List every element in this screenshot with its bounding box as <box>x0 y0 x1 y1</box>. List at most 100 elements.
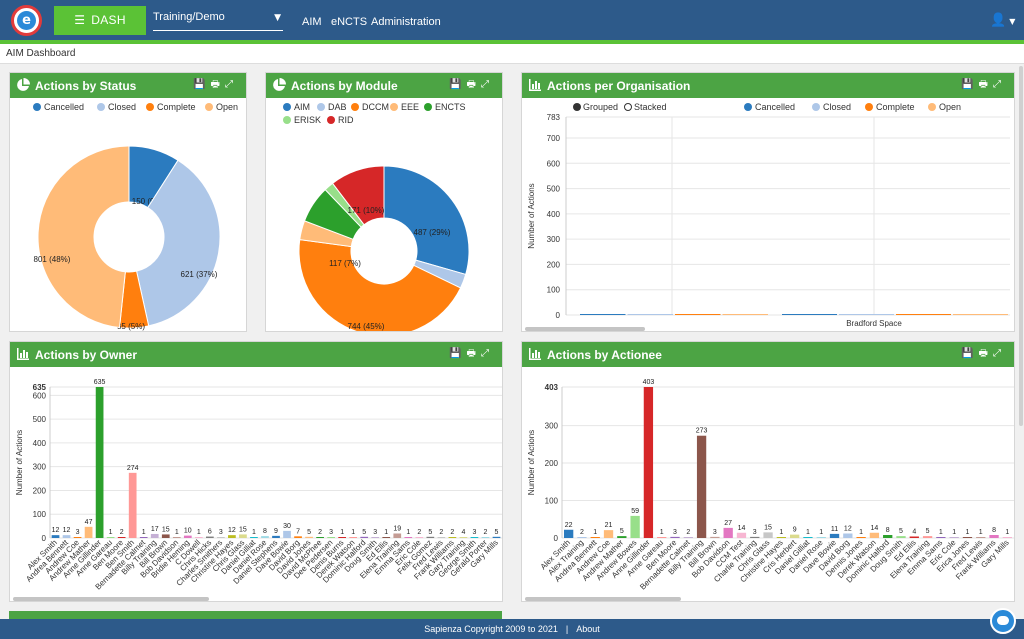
panel-title: Actions by Status <box>35 79 137 93</box>
bar <box>670 536 680 538</box>
legend-label: Open <box>939 102 961 112</box>
print-icon[interactable]: 🖶 <box>978 79 993 90</box>
print-icon[interactable]: 🖶 <box>210 79 225 90</box>
data-label: 1 <box>859 529 863 536</box>
bar <box>239 534 247 538</box>
bar <box>382 537 391 538</box>
save-icon[interactable]: 💾 <box>449 348 467 359</box>
mode-label: Grouped <box>583 102 618 112</box>
data-label: 15 <box>239 526 247 533</box>
data-label: 3 <box>76 529 80 536</box>
environment-select[interactable]: Training/Demo ▼ <box>153 11 283 31</box>
bar <box>683 537 693 538</box>
legend-label: Complete <box>876 102 915 112</box>
print-icon[interactable]: 🖶 <box>978 348 993 359</box>
bar <box>883 535 893 538</box>
panel-title: Actions by Module <box>291 79 398 93</box>
data-label: 1 <box>384 529 388 536</box>
data-label: 6 <box>208 529 212 536</box>
expand-icon[interactable]: ⤢ <box>993 79 1006 90</box>
expand-icon[interactable]: ⤢ <box>481 348 494 359</box>
print-icon[interactable]: 🖶 <box>466 79 481 90</box>
about-link[interactable]: About <box>576 624 600 634</box>
bar <box>580 314 626 315</box>
data-label: 3 <box>753 529 757 536</box>
save-icon[interactable]: 💾 <box>449 79 467 90</box>
nav-administration[interactable]: Administration <box>371 16 441 28</box>
status-pie-chart: Cancelled Closed Complete Open 150 (9%) 621 (… <box>33 102 238 331</box>
pie-slice <box>37 145 130 329</box>
panel-actions-by-actionee: Actions by Actionee 💾🖶⤢ 0 100 200 300 403 Num… <box>521 341 1015 602</box>
legend-marker <box>33 103 41 111</box>
y-tick-label: 400 <box>547 210 561 219</box>
bar <box>953 314 1008 315</box>
bar <box>183 535 192 538</box>
data-label: 12 <box>52 527 60 534</box>
bar <box>128 472 137 538</box>
page-scrollbar[interactable] <box>1019 66 1023 426</box>
y-tick-label: 200 <box>545 459 559 468</box>
data-label: 3 <box>329 529 333 536</box>
bar <box>117 537 126 538</box>
data-label: 1 <box>351 529 355 536</box>
y-tick-label: 300 <box>547 235 561 244</box>
y-tick-label: 600 <box>547 159 561 168</box>
save-icon[interactable]: 💾 <box>961 348 979 359</box>
app-logo[interactable]: e <box>11 5 42 36</box>
pie-slice <box>331 165 385 226</box>
panel-tools: 💾🖶⤢ <box>449 77 494 94</box>
y-tick-label: 600 <box>33 391 47 400</box>
y-tick-label: 100 <box>545 497 559 506</box>
module-pie-chart: AIM DAB DCCM EEE ENCTS ERISK RID 487 (29%) 744 (… <box>283 102 470 331</box>
horizontal-scrollbar[interactable] <box>525 597 681 601</box>
data-label: 1 <box>406 529 410 536</box>
bar <box>393 533 402 538</box>
environment-value: Training/Demo <box>153 11 225 23</box>
y-tick-label: 400 <box>33 439 47 448</box>
user-menu[interactable]: 👤 ▼ <box>990 13 1015 28</box>
data-label: 2 <box>580 529 584 536</box>
bar <box>722 314 768 315</box>
bar <box>896 314 951 315</box>
data-label: 15 <box>764 524 772 531</box>
data-label: 2 <box>417 529 421 536</box>
panel-tools: 💾🖶⤢ <box>961 346 1006 363</box>
expand-icon[interactable]: ⤢ <box>993 348 1006 359</box>
bar <box>194 537 203 538</box>
save-icon[interactable]: 💾 <box>961 79 979 90</box>
expand-icon[interactable]: ⤢ <box>225 79 238 90</box>
legend-marker <box>283 116 291 124</box>
chat-icon[interactable] <box>990 608 1016 634</box>
y-tick-label: 200 <box>33 486 47 495</box>
save-icon[interactable]: 💾 <box>193 79 211 90</box>
bar <box>481 537 490 538</box>
dash-button[interactable]: ☰ DASH <box>54 6 146 35</box>
data-label: 403 <box>643 379 655 386</box>
bar <box>316 537 324 538</box>
data-label: 5 <box>926 528 930 535</box>
breadcrumb: AIM Dashboard <box>0 44 1024 64</box>
hamburger-icon: ☰ <box>74 13 86 27</box>
expand-icon[interactable]: ⤢ <box>481 79 494 90</box>
data-label: 1 <box>252 529 256 536</box>
data-label: 19 <box>393 525 401 532</box>
bar <box>150 533 159 538</box>
pie-chart-icon <box>17 78 30 91</box>
x-tick-label: Bradford Space <box>846 319 902 328</box>
panel-header: Actions by Status 💾🖶⤢ <box>10 73 246 98</box>
data-label: 5 <box>899 528 903 535</box>
print-icon[interactable]: 🖶 <box>466 348 481 359</box>
horizontal-scrollbar[interactable] <box>13 597 209 601</box>
nav-encts[interactable]: eNCTS <box>331 16 368 28</box>
nav-aim[interactable]: AIM <box>302 16 322 28</box>
data-label: 4 <box>461 529 465 536</box>
legend-label: DCCM <box>362 102 389 112</box>
horizontal-scrollbar[interactable] <box>525 327 645 331</box>
y-tick-label: 403 <box>545 383 559 392</box>
bar <box>338 537 347 538</box>
data-label: 2 <box>450 529 454 536</box>
legend-label: Closed <box>108 102 136 112</box>
data-label: 47 <box>85 519 93 526</box>
data-label: 17 <box>151 526 159 533</box>
panel-header: Actions per Organisation 💾🖶⤢ <box>522 73 1014 98</box>
